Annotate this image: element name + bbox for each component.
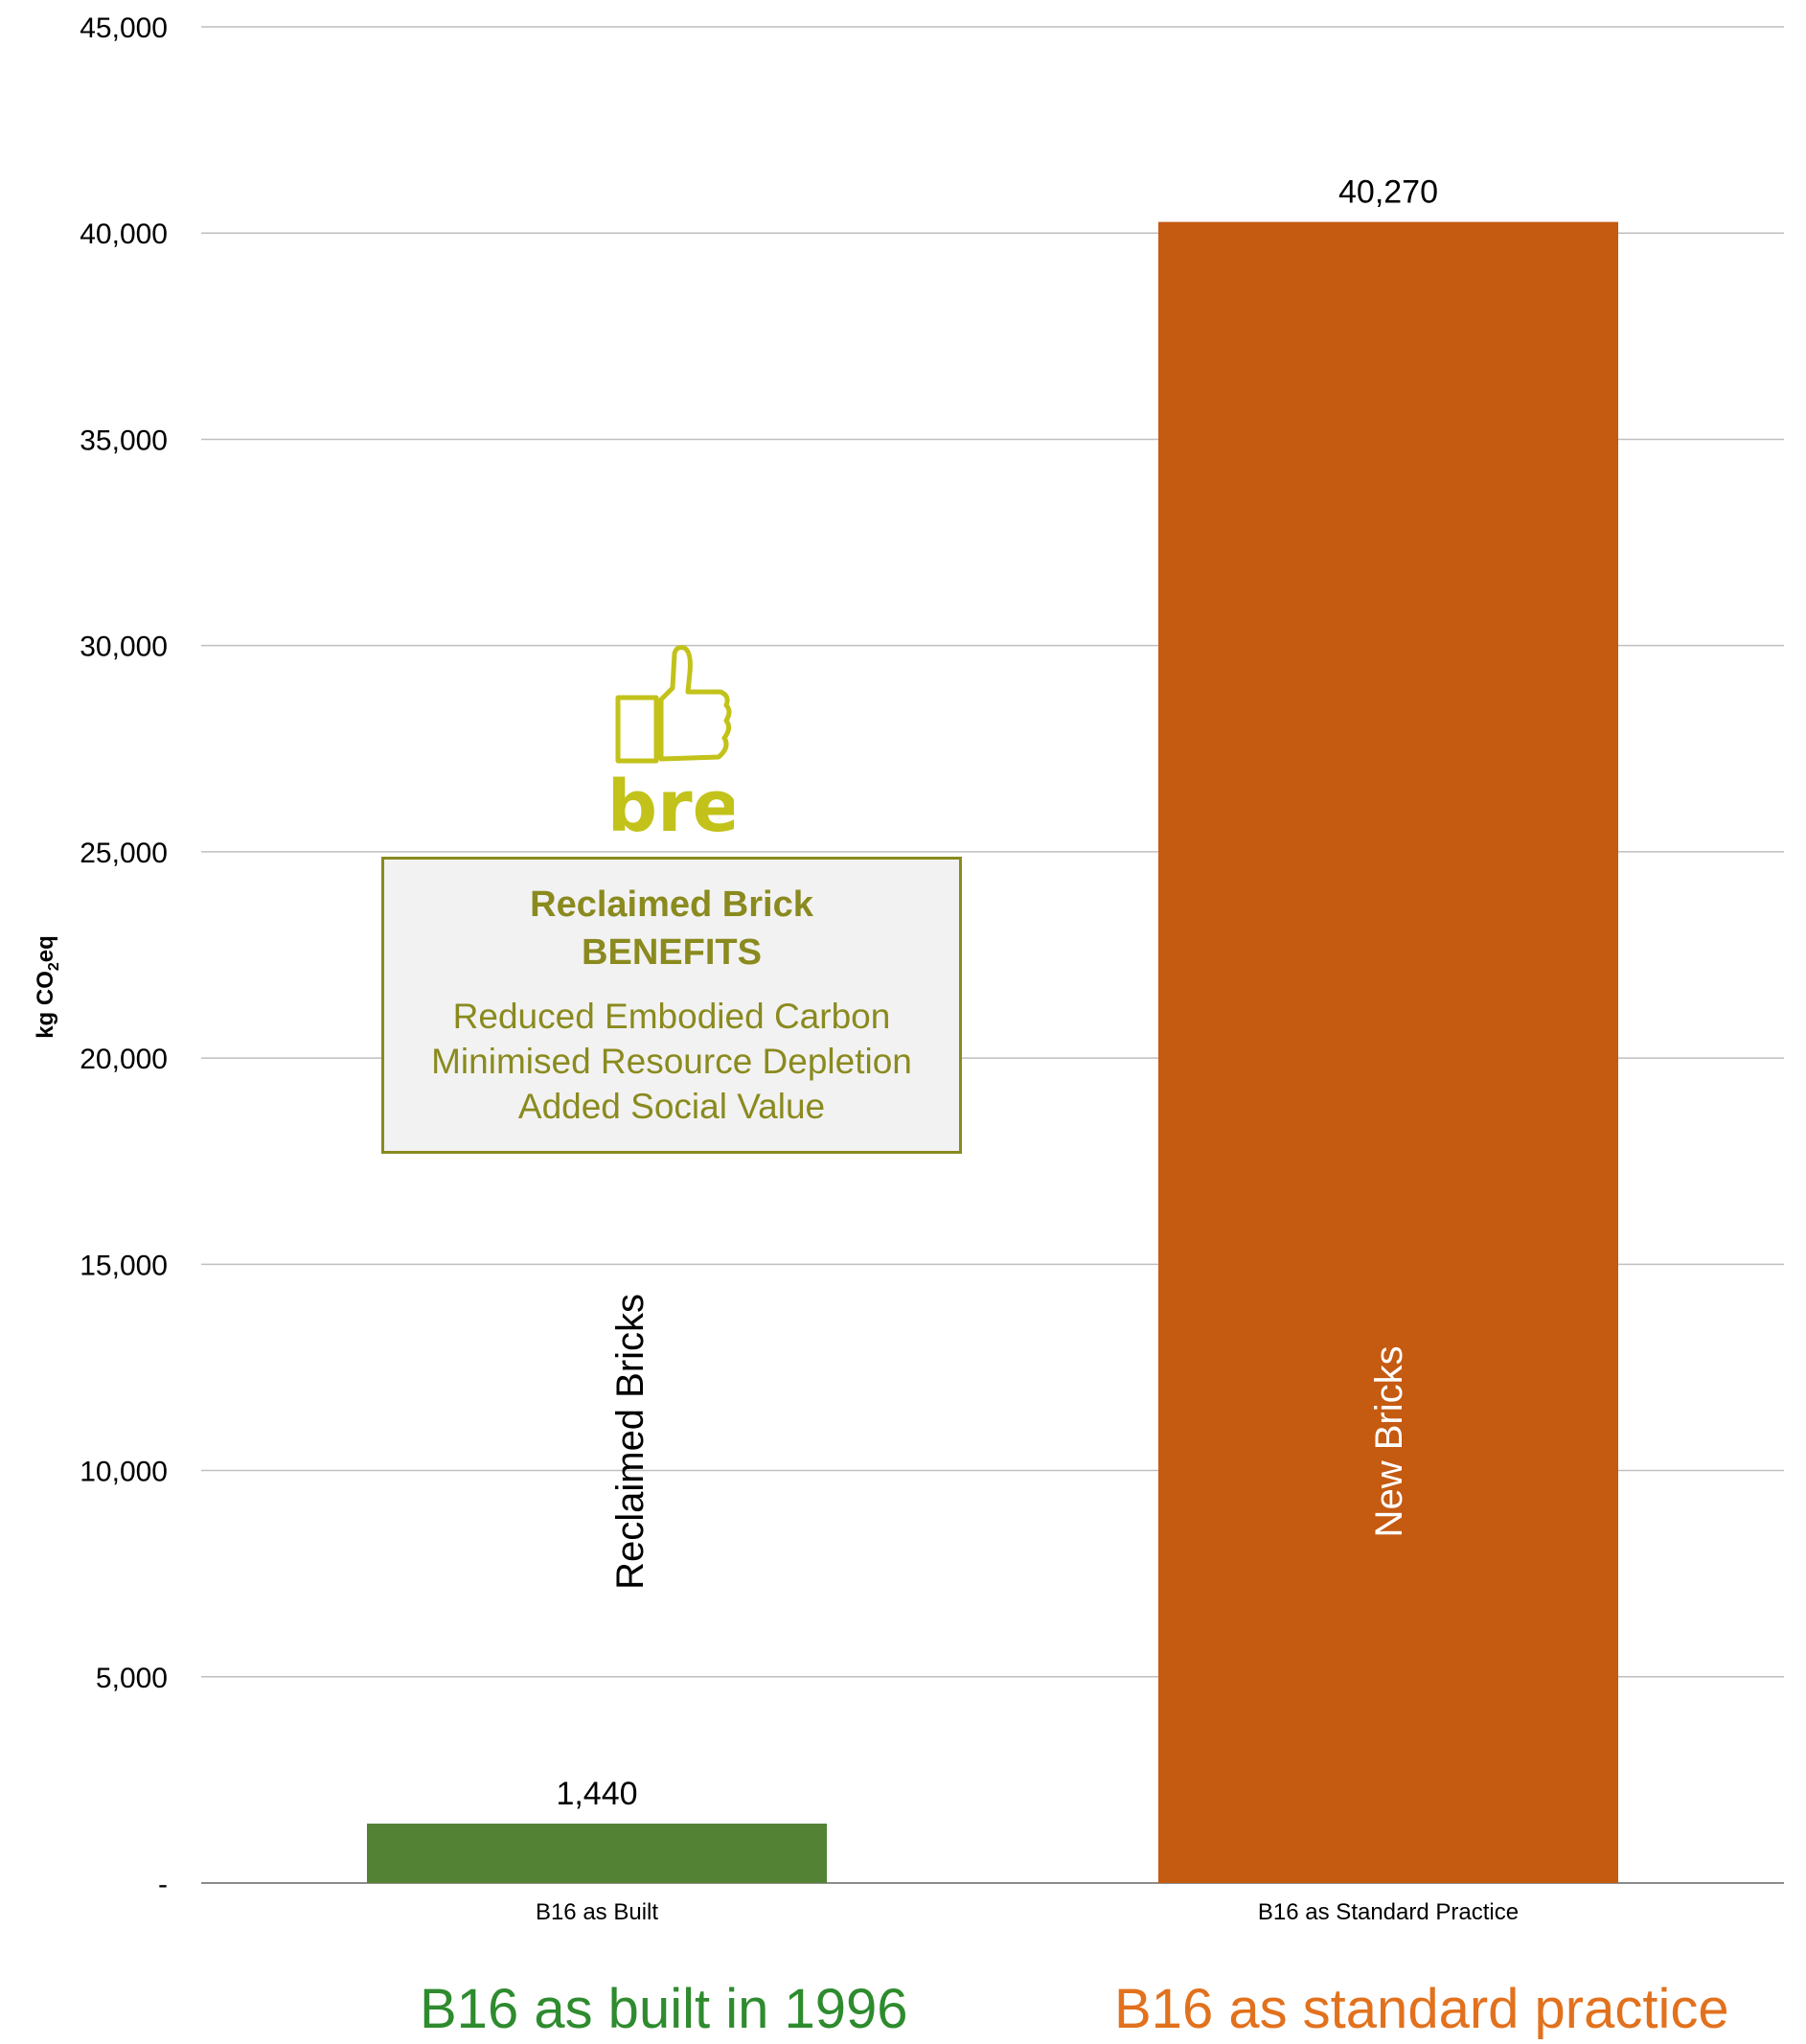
callout-title-line1: Reclaimed Brick [530, 884, 813, 925]
bar-inner-label: Reclaimed Bricks [609, 1294, 652, 1590]
bar-inner-label: New Bricks [1368, 1345, 1410, 1537]
y-axis-ticks: - 5,000 10,000 15,000 20,000 25,000 30,000 35,0… [80, 12, 168, 1900]
thumbs-up-icon: bre [606, 645, 741, 848]
benefits-callout: Reclaimed Brick BENEFITS Reduced Embodie… [381, 857, 962, 1154]
callout-title: Reclaimed Brick BENEFITS [384, 881, 959, 976]
callout-item: Minimised Resource Depletion [431, 1042, 912, 1081]
callout-title-line2: BENEFITS [582, 932, 762, 973]
y-tick-label: 30,000 [80, 632, 168, 663]
y-tick-label: 40,000 [80, 218, 168, 250]
callout-list: Reduced Embodied Carbon Minimised Resour… [384, 994, 959, 1129]
caption-standard-practice: B16 as standard practice [1114, 1978, 1729, 2040]
y-axis-label: kg CO2eq [33, 935, 62, 1039]
callout-item: Reduced Embodied Carbon [452, 997, 891, 1036]
bars: 1,440 40,270 Reclaimed Bricks New Bricks [367, 174, 1618, 1883]
y-tick-label: 10,000 [80, 1457, 168, 1488]
bar [367, 1824, 827, 1883]
data-label: 40,270 [1338, 174, 1438, 211]
y-tick-label: 25,000 [80, 838, 168, 869]
y-tick-label: - [158, 1869, 168, 1900]
x-category-label: B16 as Built [536, 1899, 658, 1925]
x-category-label: B16 as Standard Practice [1258, 1899, 1519, 1925]
data-label: 1,440 [556, 1776, 637, 1812]
y-tick-label: 35,000 [80, 425, 168, 456]
y-tick-label: 15,000 [80, 1250, 168, 1281]
x-axis-categories: B16 as Built B16 as Standard Practice [536, 1899, 1519, 1925]
y-tick-label: 5,000 [96, 1663, 168, 1694]
y-tick-label: 20,000 [80, 1044, 168, 1075]
caption-as-built: B16 as built in 1996 [420, 1978, 908, 2040]
gridlines [201, 26, 1784, 1884]
y-tick-label: 45,000 [80, 12, 168, 44]
bre-logo-text: bre [613, 766, 734, 836]
bre-logo: bre [606, 644, 741, 848]
callout-item: Added Social Value [517, 1087, 826, 1126]
bar [1158, 221, 1618, 1883]
